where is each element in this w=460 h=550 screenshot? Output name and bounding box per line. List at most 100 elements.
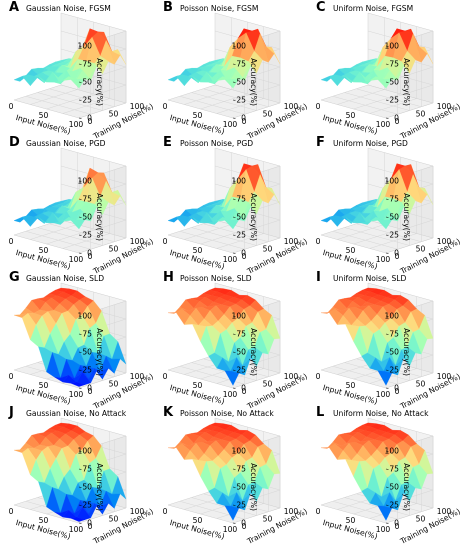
panel-letter: K: [163, 405, 174, 420]
z-tick: [78, 63, 82, 65]
panel-letter: E: [163, 135, 172, 150]
x-tick-label: 100: [223, 255, 238, 264]
z-tick: [78, 45, 82, 47]
z-tick-label: 0: [394, 114, 399, 123]
z-tick: [385, 45, 389, 47]
z-tick: [232, 117, 236, 119]
z-tick-label: 75: [236, 60, 246, 69]
surface: [13, 422, 127, 522]
x-tick-label: 100: [69, 255, 84, 264]
y-tick-label: 100: [284, 507, 299, 516]
x-tick-label: 50: [39, 516, 49, 525]
z-tick-label: 25: [82, 96, 92, 105]
x-tick-label: 100: [69, 525, 84, 534]
z-tick-label: 0: [241, 114, 246, 123]
z-tick: [232, 45, 236, 47]
panel-c: 0 25 50 75 100 Accuracy(%) 0 50 100 Input Noise(%…: [313, 0, 460, 141]
z-tick: [232, 522, 236, 524]
surface-face: [70, 382, 86, 387]
z-tick: [232, 450, 236, 452]
panel-title: Poisson Noise, PGD: [180, 139, 254, 148]
z-tick-label: 0: [87, 249, 92, 258]
panel-title: Uniform Noise, FGSM: [333, 4, 414, 13]
panel-b: 0 25 50 75 100 Accuracy(%) 0 50 100 Input Noise(%…: [160, 0, 313, 141]
z-axis-label: Accuracy(%): [402, 58, 411, 106]
z-tick-label: 75: [236, 330, 246, 339]
z-tick: [78, 252, 82, 254]
gridline: [62, 161, 110, 249]
z-tick: [78, 198, 82, 200]
y-tick-label: 50: [109, 245, 119, 254]
z-axis-label: Accuracy(%): [402, 328, 411, 376]
y-tick-label: 50: [416, 245, 426, 254]
x-tick-label: 100: [223, 525, 238, 534]
y-tick-label: 100: [284, 237, 299, 246]
z-tick-label: 100: [232, 447, 247, 456]
z-tick-label: 50: [389, 348, 399, 357]
z-tick-label: 75: [82, 60, 92, 69]
y-tick-label: 0: [395, 522, 400, 531]
z-tick-label: 75: [236, 465, 246, 474]
z-tick-label: 25: [389, 366, 399, 375]
z-tick-label: 100: [385, 447, 400, 456]
y-tick-label: 50: [416, 380, 426, 389]
z-tick: [232, 99, 236, 101]
y-tick-label: 50: [109, 380, 119, 389]
x-tick-label: 50: [346, 516, 356, 525]
z-tick: [232, 333, 236, 335]
y-tick-label: 0: [88, 522, 93, 531]
y-tick-label: 50: [263, 380, 273, 389]
x-tick-label: 50: [193, 246, 203, 255]
y-tick-label: 100: [437, 372, 452, 381]
panel-j: 0 25 50 75 100 Accuracy(%) 0 50 100 Input Noise(%…: [6, 405, 159, 546]
z-tick-label: 25: [389, 96, 399, 105]
x-tick-label: 50: [193, 111, 203, 120]
panel-a: 0 25 50 75 100 Accuracy(%) 0 50 100 Input Noise(%…: [6, 0, 159, 141]
panel-d: 0 25 50 75 100 Accuracy(%) 0 50 100 Input Noise(%…: [6, 135, 159, 276]
panel-title: Uniform Noise, PGD: [333, 139, 408, 148]
panel-letter: B: [163, 0, 173, 15]
y-tick-label: 50: [416, 515, 426, 524]
z-axis-label: Accuracy(%): [95, 328, 104, 376]
panel-letter: J: [9, 405, 14, 420]
x-tick-label: 100: [69, 390, 84, 399]
z-tick-label: 100: [385, 42, 400, 51]
z-tick-label: 75: [82, 330, 92, 339]
z-tick: [385, 81, 389, 83]
z-tick-label: 100: [232, 312, 247, 321]
z-axis-label: Accuracy(%): [95, 463, 104, 511]
z-tick-label: 0: [394, 519, 399, 528]
z-tick: [78, 117, 82, 119]
panel-title: Gaussian Noise, FGSM: [26, 4, 111, 13]
z-tick: [385, 486, 389, 488]
z-tick-label: 75: [389, 330, 399, 339]
gridline: [184, 17, 232, 105]
z-tick: [78, 333, 82, 335]
z-tick: [385, 180, 389, 182]
z-tick: [385, 468, 389, 470]
panel-letter: F: [316, 135, 325, 150]
surface-face: [70, 517, 86, 522]
y-tick-label: 100: [130, 237, 145, 246]
panel-g: 0 25 50 75 100 Accuracy(%) 0 50 100 Input Noise(%…: [6, 270, 159, 411]
panel-f: 0 25 50 75 100 Accuracy(%) 0 50 100 Input Noise(%…: [313, 135, 460, 276]
z-tick: [385, 198, 389, 200]
panel-e: 0 25 50 75 100 Accuracy(%) 0 50 100 Input Noise(%…: [160, 135, 313, 276]
y-tick-label: 0: [395, 252, 400, 261]
z-tick: [385, 369, 389, 371]
z-tick-label: 75: [236, 195, 246, 204]
surface: [320, 422, 434, 521]
panel-title: Gaussian Noise, SLD: [26, 274, 105, 283]
x-tick-label: 0: [9, 507, 14, 516]
z-axis-label: Accuracy(%): [95, 193, 104, 241]
z-tick: [232, 369, 236, 371]
z-tick: [232, 198, 236, 200]
panel-letter: L: [316, 405, 325, 420]
x-tick-label: 100: [376, 525, 391, 534]
z-tick-label: 0: [241, 519, 246, 528]
